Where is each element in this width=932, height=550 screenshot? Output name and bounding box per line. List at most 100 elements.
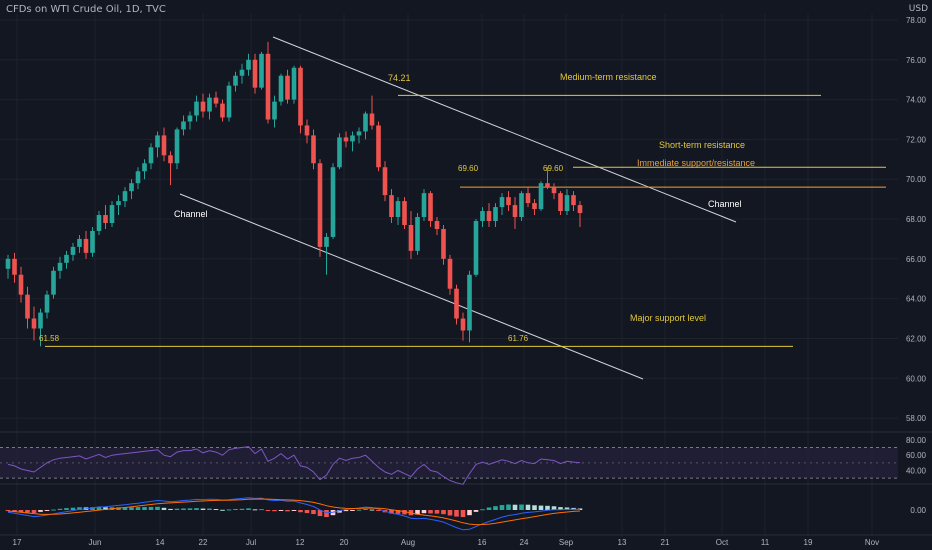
macd-histogram-bar — [480, 509, 485, 511]
low-label-61-58: 61.58 — [39, 334, 60, 343]
high-label-69-60-a: 69.60 — [458, 164, 479, 173]
price-tick-label: 76.00 — [906, 56, 927, 65]
candle-body — [18, 274, 24, 295]
candle-body — [473, 221, 479, 275]
candle-body — [122, 191, 128, 202]
macd-histogram-bar — [90, 507, 95, 510]
channel-lower-line — [179, 193, 644, 380]
candle-body — [38, 312, 43, 329]
macd-line — [7, 497, 581, 531]
candle-body — [389, 195, 394, 218]
macd-histogram-bar — [532, 505, 537, 510]
rsi-band — [0, 447, 898, 479]
signal-line — [7, 498, 581, 526]
candle-body — [304, 125, 310, 136]
macd-histogram-bar — [402, 510, 407, 515]
candle-body — [207, 97, 212, 112]
macd-histogram-bar — [265, 510, 271, 511]
chart-title: CFDs on WTI Crude Oil, 1D, TVC — [6, 4, 166, 15]
macd-histogram-bar — [434, 510, 440, 514]
low-label-61-76: 61.76 — [508, 334, 529, 343]
date-tick-label: 11 — [761, 538, 770, 547]
candle-body — [571, 195, 576, 206]
candle-body — [246, 59, 251, 70]
candle-body — [421, 193, 427, 218]
macd-histogram-bar — [304, 510, 310, 514]
candle-body — [350, 135, 355, 142]
price-tick-label: 74.00 — [906, 96, 927, 105]
macd-histogram-bar — [545, 505, 550, 510]
macd-histogram-bar — [551, 506, 557, 510]
macd-histogram-bar — [246, 508, 251, 510]
candle-body — [83, 238, 89, 253]
macd-histogram-bar — [51, 509, 56, 511]
macd-histogram-bar — [233, 509, 238, 511]
candle-body — [298, 67, 303, 126]
short-term-resistance-label: Short-term resistance — [659, 140, 745, 150]
candle-body — [454, 288, 459, 319]
candle-body — [161, 135, 167, 156]
candle-body — [265, 53, 271, 120]
macd-histogram-bar — [181, 508, 186, 510]
macd-histogram-bar — [155, 506, 160, 510]
candle-body — [90, 230, 95, 253]
candle-body — [155, 135, 160, 148]
date-tick-label: 20 — [340, 538, 349, 547]
macd-histogram-bar — [207, 508, 212, 510]
channel-label-upper: Channel — [708, 199, 742, 209]
macd-histogram-bar — [395, 510, 401, 514]
candle-body — [441, 228, 446, 259]
candle-body — [168, 155, 173, 164]
macd-histogram-bar — [467, 510, 472, 516]
date-tick-label: Nov — [865, 538, 879, 547]
candle-body — [460, 318, 466, 331]
macd-histogram-bar — [38, 510, 43, 512]
candle-body — [25, 294, 30, 319]
candle-body — [519, 193, 524, 218]
price-tick-label: 58.00 — [906, 414, 927, 423]
date-tick-label: 14 — [156, 538, 165, 547]
date-tick-label: 17 — [13, 538, 22, 547]
macd-histogram-bar — [174, 508, 180, 510]
macd-histogram-bar — [220, 509, 225, 511]
candle-body — [577, 205, 583, 214]
candle-body — [402, 201, 407, 225]
macd-histogram-bar — [96, 506, 102, 510]
macd-histogram-bar — [525, 504, 531, 510]
candle-body — [564, 195, 570, 212]
candle-body — [395, 201, 401, 218]
macd-histogram-bar — [142, 507, 147, 510]
price-tick-label: 64.00 — [906, 295, 927, 304]
candle-body — [467, 274, 472, 331]
macd-histogram-bar — [103, 507, 108, 510]
candle-body — [64, 254, 69, 263]
macd-histogram-bar — [31, 510, 37, 513]
macd-histogram-bar — [564, 507, 570, 510]
candle-body — [291, 67, 297, 100]
candle-body — [428, 193, 433, 222]
major-support-label: Major support level — [630, 313, 706, 323]
candle-body — [12, 258, 17, 275]
candle-body — [103, 215, 108, 223]
candle-body — [220, 103, 225, 118]
date-tick-label: 21 — [661, 538, 670, 547]
macd-histogram-bar — [70, 507, 76, 510]
macd-histogram-bar — [116, 507, 121, 510]
channel-label-lower: Channel — [174, 209, 208, 219]
candle-body — [415, 217, 420, 251]
macd-histogram-bar — [337, 510, 342, 513]
price-tick-label: 62.00 — [906, 334, 927, 343]
macd-histogram-bar — [200, 508, 206, 510]
macd-histogram-bar — [506, 504, 511, 510]
candle-body — [96, 215, 102, 231]
candle-body — [337, 137, 342, 168]
macd-histogram-bar — [376, 510, 381, 511]
macd-histogram-bar — [187, 508, 193, 510]
candle-body — [363, 113, 368, 132]
macd-histogram-bar — [389, 510, 394, 514]
candle-body — [330, 167, 336, 237]
candle-body — [226, 85, 232, 118]
candle-body — [343, 137, 349, 142]
date-tick-label: 12 — [296, 538, 305, 547]
